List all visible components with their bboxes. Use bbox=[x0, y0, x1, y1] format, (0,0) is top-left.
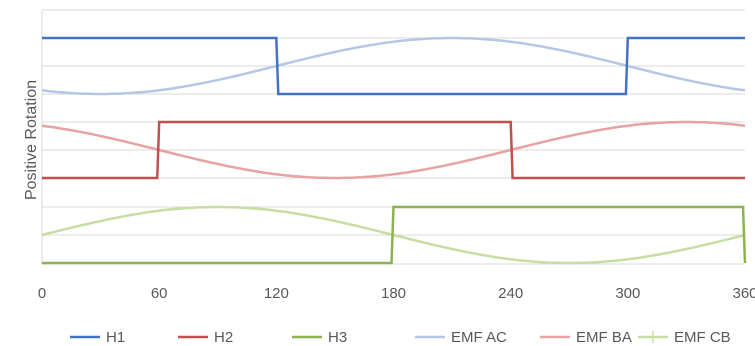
legend-label: EMF AC bbox=[451, 329, 507, 346]
legend-label: EMF CB bbox=[674, 329, 731, 346]
legend-item: H3 bbox=[292, 329, 347, 346]
x-tick-label: 0 bbox=[38, 285, 46, 302]
x-tick-label: 300 bbox=[615, 285, 640, 302]
legend-label: H3 bbox=[328, 329, 347, 346]
legend-item: H1 bbox=[70, 329, 125, 346]
legend-label: H1 bbox=[106, 329, 125, 346]
legend-item: EMF CB bbox=[638, 329, 731, 346]
legend-item: EMF AC bbox=[415, 329, 507, 346]
x-tick-label: 60 bbox=[151, 285, 168, 302]
legend-label: EMF BA bbox=[576, 329, 632, 346]
legend-item: EMF BA bbox=[540, 329, 632, 346]
series-line-h2 bbox=[42, 120, 745, 180]
x-tick-label: 120 bbox=[264, 285, 289, 302]
legend-item: H2 bbox=[178, 329, 233, 346]
x-axis: 0 60 120 180 240 300 360 bbox=[38, 285, 755, 302]
y-axis-label: Positive Rotation bbox=[23, 80, 40, 200]
series-line-h3 bbox=[42, 205, 747, 265]
series-line-h1 bbox=[42, 36, 745, 96]
x-tick-label: 180 bbox=[381, 285, 406, 302]
legend-label: H2 bbox=[214, 329, 233, 346]
legend: H1 H2 H3 EMF AC EMF BA EMF CB bbox=[70, 329, 731, 346]
x-tick-label: 360 bbox=[732, 285, 755, 302]
plot-area bbox=[41, 36, 747, 265]
x-tick-label: 240 bbox=[498, 285, 523, 302]
